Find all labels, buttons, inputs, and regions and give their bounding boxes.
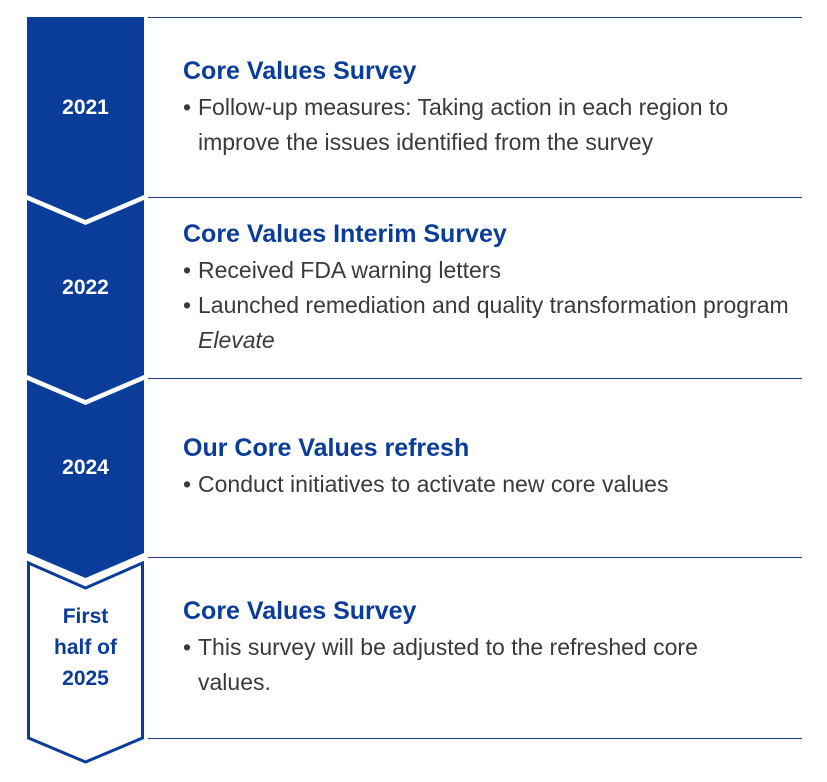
bullet-item: • Launched remediation and quality trans…: [183, 288, 793, 358]
year-first-half-2025: First half of 2025: [27, 601, 144, 694]
bullet-dot: •: [183, 634, 192, 660]
year-2024: 2024: [62, 456, 109, 479]
entry-2021: Core Values Survey • Follow-up measures:…: [183, 56, 793, 160]
bullet-text: Conduct initiatives to activate new core…: [198, 471, 669, 497]
program-name: Elevate: [198, 327, 275, 353]
year-2021: 2021: [62, 96, 109, 119]
bullet-item: • Conduct initiatives to activate new co…: [183, 467, 793, 502]
entry-title: Our Core Values refresh: [183, 434, 470, 462]
chevron-2024: [27, 380, 144, 578]
entry-2022: Core Values Interim Survey • Received FD…: [183, 219, 793, 358]
divider-bottom: [148, 738, 802, 739]
chevron-2022: [27, 200, 144, 400]
entry-title: Core Values Survey: [183, 597, 417, 625]
entry-2024: Our Core Values refresh • Conduct initia…: [183, 433, 793, 502]
divider-2022-2024: [148, 378, 802, 379]
year-line: 2025: [62, 667, 109, 690]
divider-2024-2025: [148, 557, 802, 558]
bullet-item: • Received FDA warning letters: [183, 253, 793, 288]
bullet-dot: •: [183, 257, 192, 283]
bullet-dot: •: [183, 292, 192, 318]
bullet-dot: •: [183, 94, 192, 120]
year-line: First: [62, 605, 109, 628]
divider-2021-2022: [148, 197, 802, 198]
bullet-text-elevate: Launched remediation and quality transfo…: [198, 292, 789, 353]
entry-2025: Core Values Survey • This survey will be…: [183, 596, 793, 700]
bullet-text: Received FDA warning letters: [198, 257, 501, 283]
chevron-2021: [27, 17, 144, 220]
entry-title: Core Values Survey: [183, 57, 417, 85]
entry-title: Core Values Interim Survey: [183, 220, 507, 248]
bullet-item: • Follow-up measures: Taking action in e…: [183, 90, 793, 160]
bullet-text: Follow-up measures: Taking action in eac…: [198, 94, 729, 155]
chevron-2025: [27, 560, 144, 764]
year-2022: 2022: [62, 276, 109, 299]
bullet-dot: •: [183, 471, 192, 497]
divider-top: [148, 17, 802, 18]
year-line: half of: [54, 636, 117, 659]
bullet-item: • This survey will be adjusted to the re…: [183, 630, 718, 700]
bullet-text: This survey will be adjusted to the refr…: [198, 634, 698, 695]
